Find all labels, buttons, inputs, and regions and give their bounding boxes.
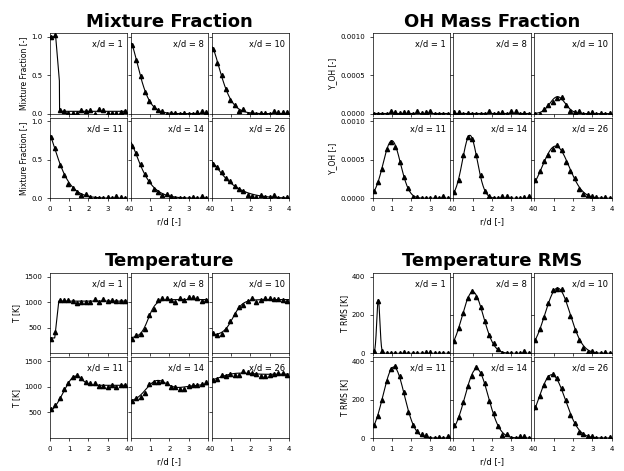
Y-axis label: Y_OH [-]: Y_OH [-] — [328, 142, 338, 174]
Text: Temperature RMS: Temperature RMS — [402, 252, 582, 270]
Y-axis label: T [K]: T [K] — [12, 389, 21, 406]
Text: x/d = 1: x/d = 1 — [92, 40, 123, 49]
Text: Temperature: Temperature — [105, 252, 234, 270]
Text: x/d = 8: x/d = 8 — [173, 40, 204, 49]
Text: x/d = 14: x/d = 14 — [490, 124, 527, 133]
Text: x/d = 26: x/d = 26 — [572, 124, 608, 133]
Text: x/d = 8: x/d = 8 — [173, 279, 204, 288]
Text: OH Mass Fraction: OH Mass Fraction — [404, 13, 580, 31]
Text: x/d = 11: x/d = 11 — [410, 124, 446, 133]
Text: x/d = 26: x/d = 26 — [249, 364, 285, 373]
Y-axis label: Mixture Fraction [-]: Mixture Fraction [-] — [19, 37, 28, 110]
Y-axis label: T RMS [K]: T RMS [K] — [339, 379, 349, 416]
Text: x/d = 14: x/d = 14 — [168, 364, 204, 373]
Text: x/d = 14: x/d = 14 — [490, 364, 527, 373]
Y-axis label: Y_OH [-]: Y_OH [-] — [328, 57, 338, 89]
Text: x/d = 14: x/d = 14 — [168, 124, 204, 133]
Text: x/d = 10: x/d = 10 — [572, 279, 608, 288]
Text: x/d = 11: x/d = 11 — [87, 124, 123, 133]
Y-axis label: T RMS [K]: T RMS [K] — [339, 294, 349, 332]
Text: x/d = 1: x/d = 1 — [92, 279, 123, 288]
X-axis label: r/d [-]: r/d [-] — [480, 218, 504, 227]
X-axis label: r/d [-]: r/d [-] — [157, 457, 182, 466]
Text: x/d = 1: x/d = 1 — [415, 40, 446, 49]
Text: x/d = 11: x/d = 11 — [410, 364, 446, 373]
Text: x/d = 10: x/d = 10 — [249, 279, 285, 288]
X-axis label: r/d [-]: r/d [-] — [157, 218, 182, 227]
Text: x/d = 10: x/d = 10 — [572, 40, 608, 49]
Text: x/d = 10: x/d = 10 — [249, 40, 285, 49]
Text: x/d = 8: x/d = 8 — [496, 279, 527, 288]
Y-axis label: T [K]: T [K] — [12, 304, 21, 322]
Text: x/d = 26: x/d = 26 — [572, 364, 608, 373]
Y-axis label: Mixture Fraction [-]: Mixture Fraction [-] — [19, 121, 28, 195]
Text: x/d = 26: x/d = 26 — [249, 124, 285, 133]
Text: x/d = 8: x/d = 8 — [496, 40, 527, 49]
X-axis label: r/d [-]: r/d [-] — [480, 457, 504, 466]
Text: Mixture Fraction: Mixture Fraction — [86, 13, 253, 31]
Text: x/d = 11: x/d = 11 — [87, 364, 123, 373]
Text: x/d = 1: x/d = 1 — [415, 279, 446, 288]
